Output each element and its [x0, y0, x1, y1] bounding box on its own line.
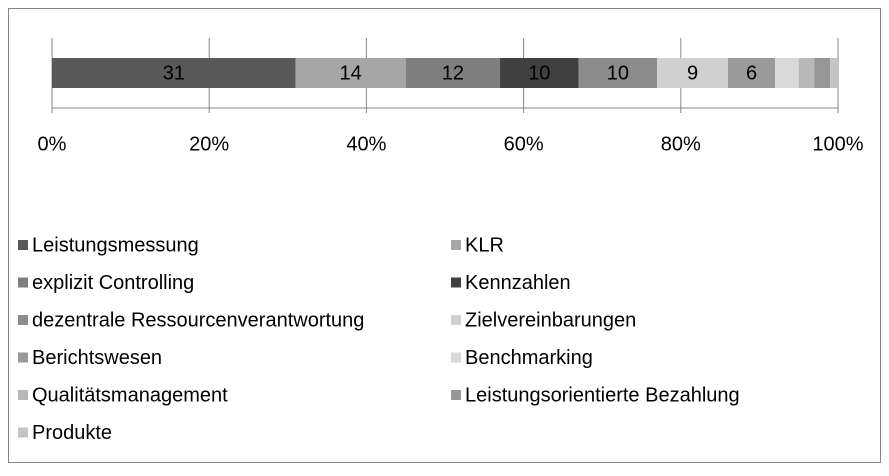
legend-swatch [18, 315, 28, 325]
data-label: 12 [442, 62, 464, 84]
bar-segment [830, 58, 838, 88]
legend-swatch [451, 277, 461, 288]
legend-swatch [451, 240, 461, 250]
bar-segment [798, 58, 815, 88]
legend-label: Produkte [32, 422, 112, 444]
legend-swatch [451, 390, 461, 400]
bar-segment [52, 58, 296, 88]
legend-swatch [18, 277, 28, 288]
legend-label: Benchmarking [465, 347, 593, 369]
bar-segment [500, 58, 579, 88]
legend-label: Kennzahlen [465, 272, 571, 294]
legend-swatch [451, 352, 461, 363]
x-tick-label: 100% [812, 133, 863, 155]
data-label: 6 [746, 62, 757, 84]
x-tick-label: 80% [661, 133, 701, 155]
legend-label: KLR [465, 234, 504, 256]
legend-label: Zielvereinbarungen [465, 309, 636, 331]
data-label: 14 [340, 62, 362, 84]
x-tick-label: 40% [346, 133, 386, 155]
bar-segment [295, 58, 406, 88]
legend-label: Leistungsmessung [32, 234, 199, 256]
bar-segment [814, 58, 831, 88]
legend-label: Berichtswesen [32, 347, 162, 369]
legend-swatch [18, 240, 28, 250]
data-label: 10 [528, 62, 550, 84]
bar-segment [578, 58, 658, 88]
x-tick-label: 20% [189, 133, 229, 155]
legend-swatch [18, 352, 28, 363]
legend-label: dezentrale Ressourcenverantwortung [32, 309, 364, 331]
bar-segment [405, 58, 501, 88]
bar-segment [657, 58, 728, 88]
legend-swatch [451, 315, 461, 325]
data-label: 10 [607, 62, 629, 84]
legend-label: Leistungsorientierte Bezahlung [465, 384, 740, 406]
legend-label: Qualitätsmanagement [32, 384, 228, 406]
legend-swatch [18, 390, 28, 400]
x-tick-label: 0% [38, 133, 67, 155]
legend-label: explizit Controlling [32, 272, 194, 294]
data-label: 31 [163, 62, 185, 84]
bar-segment [727, 58, 776, 88]
legend-swatch [18, 427, 28, 438]
data-label: 9 [687, 62, 698, 84]
x-tick-label: 60% [504, 133, 544, 155]
bar-segment [775, 58, 799, 88]
